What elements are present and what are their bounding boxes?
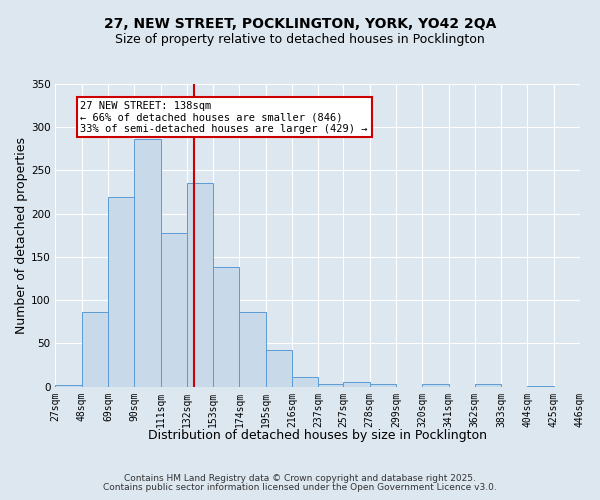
Bar bbox=[475, 384, 501, 386]
Text: Size of property relative to detached houses in Pocklington: Size of property relative to detached ho… bbox=[115, 32, 485, 46]
Bar bbox=[422, 384, 449, 386]
Y-axis label: Number of detached properties: Number of detached properties bbox=[15, 137, 28, 334]
Bar bbox=[239, 312, 266, 386]
Text: 27, NEW STREET, POCKLINGTON, YORK, YO42 2QA: 27, NEW STREET, POCKLINGTON, YORK, YO42 … bbox=[104, 18, 496, 32]
Bar bbox=[82, 312, 108, 386]
Bar bbox=[161, 232, 187, 386]
Bar bbox=[108, 198, 134, 386]
Bar bbox=[292, 377, 319, 386]
Text: 27 NEW STREET: 138sqm
← 66% of detached houses are smaller (846)
33% of semi-det: 27 NEW STREET: 138sqm ← 66% of detached … bbox=[80, 100, 368, 134]
Bar bbox=[370, 384, 396, 386]
Bar bbox=[266, 350, 292, 386]
Bar bbox=[55, 385, 82, 386]
Bar bbox=[343, 382, 370, 386]
X-axis label: Distribution of detached houses by size in Pocklington: Distribution of detached houses by size … bbox=[148, 430, 487, 442]
Bar bbox=[319, 384, 343, 386]
Text: Contains public sector information licensed under the Open Government Licence v3: Contains public sector information licen… bbox=[103, 484, 497, 492]
Bar bbox=[187, 184, 213, 386]
Bar bbox=[213, 268, 239, 386]
Text: Contains HM Land Registry data © Crown copyright and database right 2025.: Contains HM Land Registry data © Crown c… bbox=[124, 474, 476, 483]
Bar bbox=[134, 140, 161, 386]
